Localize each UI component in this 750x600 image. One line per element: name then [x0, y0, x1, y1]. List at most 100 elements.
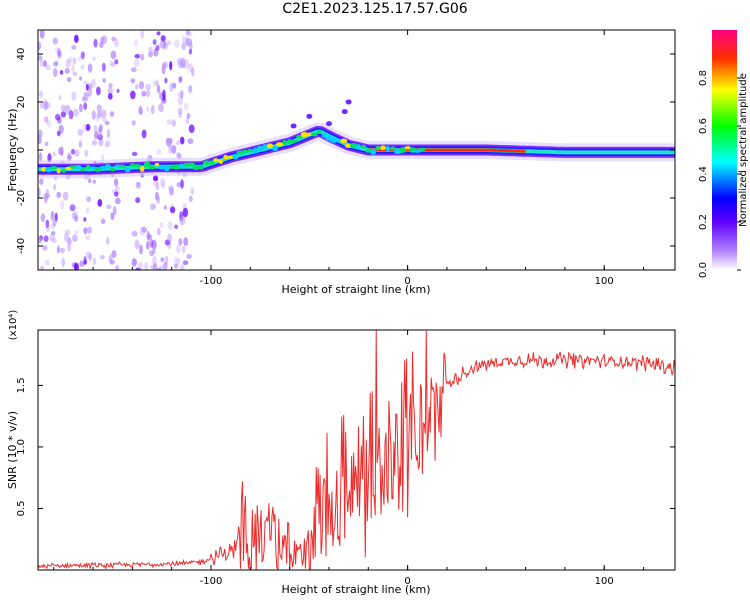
snr-plot-area: [38, 330, 675, 570]
spectrogram-noise-speck: [104, 120, 110, 125]
spectrogram-noise-speck: [60, 146, 64, 157]
spectrogram-noise-speck: [131, 230, 138, 237]
spectrogram-noise-speck: [56, 245, 60, 254]
spectrogram-noise-speck: [187, 138, 194, 145]
snr-y-tick-label: 1.5: [16, 377, 27, 393]
spectrogram-noise-speck: [130, 67, 137, 73]
spectrogram-noise-speck: [72, 57, 77, 65]
spectrogram-blob: [306, 113, 313, 119]
spectrogram-noise-speck: [77, 128, 84, 136]
spectrogram-noise-speck: [104, 139, 111, 148]
spectrogram-y-tick-label: -40: [16, 238, 27, 254]
spectrogram-noise-speck: [38, 237, 42, 244]
spectrogram-noise-speck: [57, 51, 63, 60]
spectrogram-noise-speck: [43, 235, 49, 243]
spectrogram-ridge-blob: [290, 139, 299, 143]
spectrogram-x-tick-label: 0: [404, 276, 410, 287]
spectrogram-ridge-blob: [310, 132, 318, 137]
spectrogram-noise-speck: [88, 178, 92, 184]
spectrogram-noise-speck: [40, 213, 46, 223]
spectrogram-noise-speck: [74, 215, 78, 222]
spectrogram-noise-speck: [87, 87, 93, 97]
spectrogram-ridge-blob: [321, 132, 327, 138]
chart-title: C2E1.2023.125.17.57.G06: [282, 1, 468, 17]
spectrogram-noise-speck: [110, 50, 117, 60]
spectrogram-noise-speck: [110, 62, 116, 67]
spectrogram-noise-speck: [176, 244, 181, 254]
spectrogram-noise-speck: [156, 31, 161, 36]
spectrogram-ridge-blob: [286, 139, 293, 144]
spectrogram-noise-speck: [107, 93, 113, 100]
spectrogram-noise-speck: [166, 119, 172, 125]
spectrogram-noise-speck: [107, 87, 114, 95]
spectrogram-noise-speck: [42, 245, 48, 251]
spectrogram-noise-speck: [182, 35, 186, 43]
spectrogram-noise-speck: [50, 224, 56, 229]
spectrogram-x-tick-label: 100: [595, 276, 614, 287]
spectrogram-noise-speck: [109, 59, 114, 67]
spectrogram-noise-speck: [60, 111, 67, 118]
spectrogram-ridge-blob: [390, 146, 396, 151]
spectrogram-noise-speck: [135, 84, 139, 90]
spectrogram-ridge-blob: [296, 134, 303, 139]
spectrogram-noise-speck: [93, 125, 98, 134]
spectrogram-noise-speck: [80, 64, 85, 70]
spectrogram-ridge-blob: [256, 145, 264, 151]
spectrogram-noise-speck: [44, 141, 49, 147]
spectrogram-noise-speck: [71, 64, 75, 73]
spectrogram-ridge-blob: [316, 129, 322, 134]
spectrogram-noise-speck: [71, 212, 77, 219]
spectrogram-noise-speck: [54, 113, 61, 121]
spectrogram-ridge-blob: [133, 163, 142, 168]
spectrogram-noise-speck: [44, 116, 49, 123]
spectrogram-noise-speck: [167, 242, 172, 250]
spectrogram-noise-speck: [153, 262, 158, 270]
spectrogram-ridge-blob: [365, 148, 372, 153]
spectrogram-noise-speck: [155, 181, 160, 191]
spectrogram-noise-speck: [108, 82, 113, 89]
snr-y-tick-label: 0.5: [16, 501, 27, 517]
spectrogram-noise-speck: [163, 205, 167, 210]
spectrogram-noise-speck: [180, 90, 184, 99]
spectrogram-noise-speck: [171, 144, 177, 154]
spectrogram-noise-speck: [191, 67, 195, 77]
spectrogram-noise-speck: [54, 46, 60, 54]
spectrogram-noise-speck: [83, 80, 90, 86]
spectrogram-noise-speck: [115, 264, 120, 270]
spectrogram-noise-speck: [162, 62, 167, 69]
spectrogram-noise-speck: [92, 56, 96, 61]
spectrogram-noise-speck: [173, 39, 180, 48]
spectrogram-noise-speck: [85, 207, 90, 214]
spectrogram-noise-speck: [50, 210, 55, 221]
spectrogram-noise-speck: [100, 109, 107, 119]
spectrogram-noise-speck: [160, 35, 166, 42]
spectrogram-ridge-blob: [212, 158, 219, 163]
spectrogram-noise-speck: [179, 215, 186, 226]
spectrogram-noise-speck: [112, 206, 117, 216]
spectrogram-noise-speck: [58, 95, 62, 101]
spectrogram-noise-speck: [133, 58, 140, 68]
spectrogram-noise-speck: [186, 254, 193, 260]
spectrogram-y-tick-label: 20: [16, 96, 27, 109]
spectrogram-noise-speck: [92, 257, 97, 266]
spectrogram-noise-speck: [140, 30, 145, 39]
spectrogram-noise-speck: [181, 42, 187, 51]
snr-x-tick-label: 0: [404, 576, 410, 587]
spectrogram-noise-speck: [188, 85, 193, 94]
spectrogram-noise-speck: [182, 260, 189, 266]
spectrogram-noise-speck: [145, 106, 150, 112]
spectrogram-noise-speck: [113, 178, 119, 187]
spectrogram-noise-speck: [100, 218, 106, 225]
spectrogram-ridge-blob: [399, 147, 407, 153]
spectrogram-noise-speck: [85, 83, 89, 91]
spectrogram-noise-speck: [61, 257, 66, 267]
spectrogram-ridge-blob: [56, 168, 61, 174]
spectrogram-noise-speck: [52, 37, 58, 45]
spectrogram-noise-speck: [106, 236, 110, 245]
spectrogram-noise-speck: [168, 185, 174, 191]
spectrogram-noise-speck: [176, 258, 181, 265]
spectrogram-noise-speck: [64, 104, 71, 115]
spectrogram-noise-speck: [101, 153, 105, 162]
spectrogram-noise-speck: [95, 86, 101, 96]
spectrogram-noise-speck: [152, 175, 159, 182]
